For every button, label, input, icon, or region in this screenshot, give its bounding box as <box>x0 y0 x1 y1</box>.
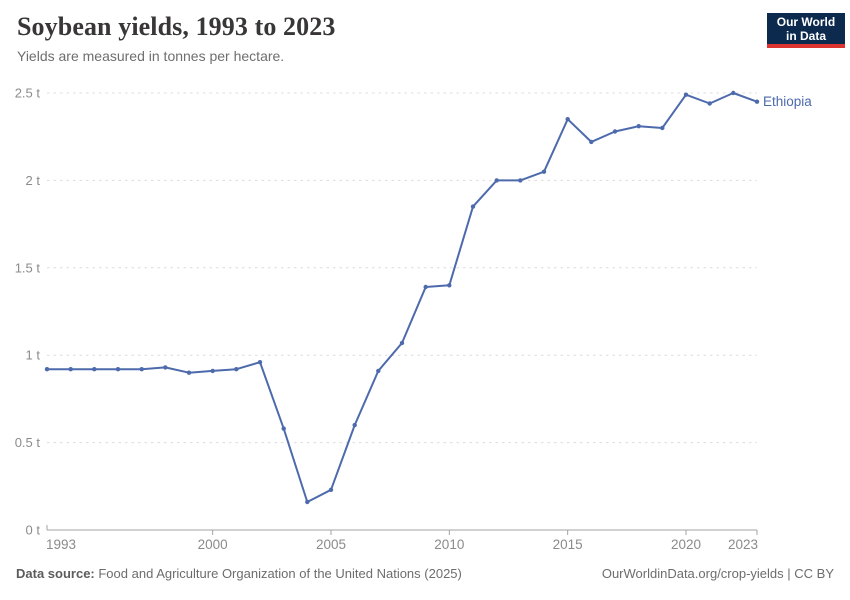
data-source-text: Food and Agriculture Organization of the… <box>94 566 462 581</box>
data-point[interactable] <box>399 340 405 346</box>
data-point[interactable] <box>234 367 239 372</box>
data-point[interactable] <box>68 367 73 372</box>
x-tick-label: 2020 <box>671 537 701 552</box>
chart-footer: Data source: Food and Agriculture Organi… <box>16 566 834 581</box>
data-point[interactable] <box>163 365 168 370</box>
owid-logo[interactable]: Our World in Data <box>767 13 845 48</box>
x-tick-label: 2010 <box>434 537 464 552</box>
data-point[interactable] <box>44 367 50 372</box>
x-tick-label: 2015 <box>553 537 583 552</box>
data-point[interactable] <box>115 367 121 372</box>
data-point[interactable] <box>470 204 476 209</box>
data-point[interactable] <box>305 499 310 505</box>
data-point[interactable] <box>636 124 641 129</box>
y-tick-label: 2.5 t <box>15 86 41 101</box>
owid-logo-line2: in Data <box>785 28 826 43</box>
data-point[interactable] <box>565 117 570 122</box>
data-source-note: Data source: Food and Agriculture Organi… <box>16 566 462 581</box>
data-point[interactable] <box>683 92 689 97</box>
y-tick-label: 0 t <box>26 523 41 538</box>
x-tick-label: 2000 <box>198 537 228 552</box>
x-tick-label: 2005 <box>316 537 346 552</box>
y-tick-label: 1 t <box>26 348 41 363</box>
data-point[interactable] <box>281 426 286 431</box>
data-point[interactable] <box>210 368 215 374</box>
data-point[interactable] <box>754 99 760 104</box>
y-tick-label: 2 t <box>26 173 41 188</box>
data-point[interactable] <box>92 367 97 372</box>
data-point[interactable] <box>376 368 381 374</box>
data-point[interactable] <box>612 129 618 134</box>
data-point[interactable] <box>707 101 712 106</box>
data-point[interactable] <box>660 125 665 131</box>
data-point[interactable] <box>541 169 547 174</box>
data-point[interactable] <box>352 422 357 428</box>
y-tick-label: 1.5 t <box>15 260 41 275</box>
data-point[interactable] <box>589 139 594 145</box>
data-point[interactable] <box>518 178 523 183</box>
series-line[interactable] <box>46 92 758 503</box>
data-point[interactable] <box>494 178 499 183</box>
owid-logo-line1: Our World <box>776 14 836 29</box>
data-point[interactable] <box>731 90 736 96</box>
data-point[interactable] <box>447 283 452 288</box>
x-tick-label: 2023 <box>728 537 758 552</box>
attribution-link[interactable]: OurWorldinData.org/crop-yields | CC BY <box>601 566 834 581</box>
series-label: Ethiopia <box>763 94 812 109</box>
page-subtitle: Yields are measured in tonnes per hectar… <box>17 48 285 64</box>
data-point[interactable] <box>257 360 263 365</box>
data-point[interactable] <box>328 487 334 492</box>
data-point[interactable] <box>186 370 192 375</box>
data-point[interactable] <box>423 284 428 290</box>
data-source-label: Data source: <box>16 566 95 581</box>
x-tick-label: 1993 <box>46 537 76 552</box>
data-point[interactable] <box>139 367 144 372</box>
page-title: Soybean yields, 1993 to 2023 <box>17 12 336 41</box>
y-tick-label: 0.5 t <box>15 435 41 450</box>
